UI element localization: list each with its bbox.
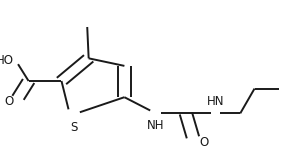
Text: NH: NH xyxy=(147,119,165,132)
Text: O: O xyxy=(4,95,13,108)
Text: O: O xyxy=(200,136,209,149)
Text: HO: HO xyxy=(0,54,13,67)
Text: HN: HN xyxy=(207,95,225,108)
Text: S: S xyxy=(70,121,78,134)
